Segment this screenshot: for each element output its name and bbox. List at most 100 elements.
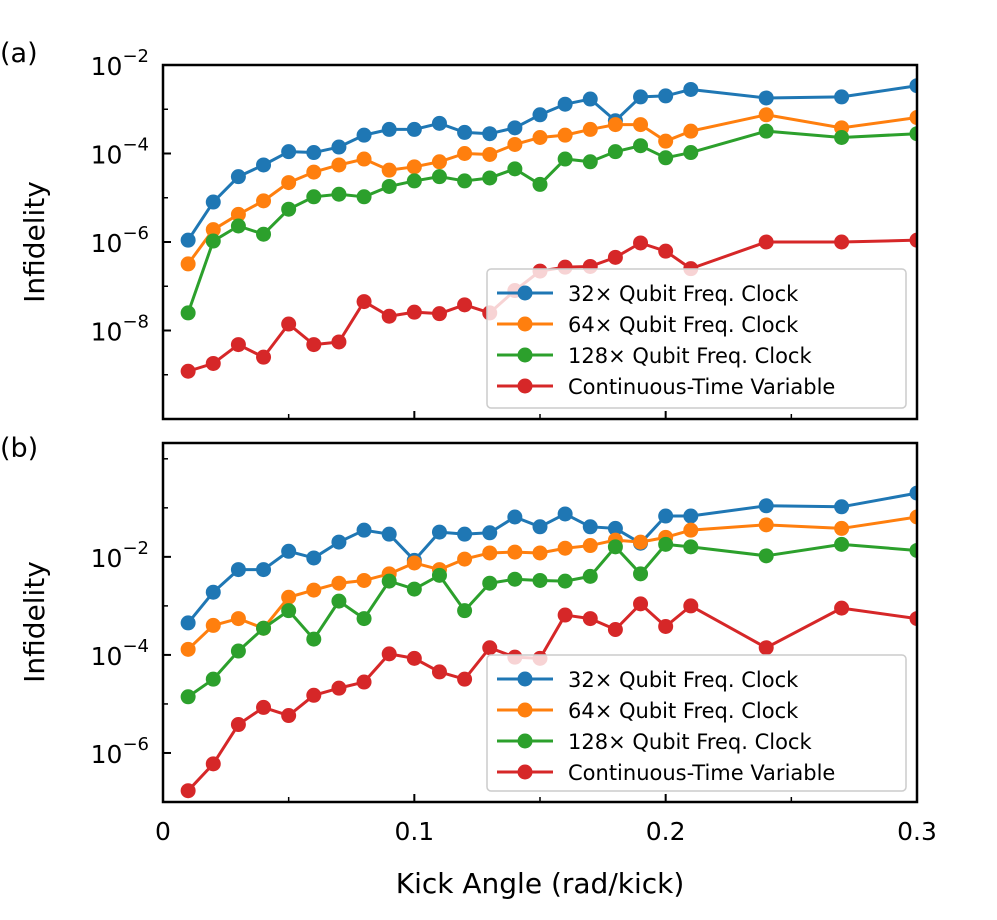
legend-item: 128× Qubit Freq. Clock [497,344,812,368]
plot-area [180,78,917,379]
data-point [582,154,598,170]
data-point [406,121,422,137]
data-point [381,646,397,662]
data-point [256,562,272,578]
data-point [306,687,322,703]
data-point [230,717,246,733]
data-point [834,499,850,515]
data-point [256,226,272,242]
data-point [834,89,850,105]
data-point [582,91,598,107]
y-axis-label: Infidelity [18,561,51,683]
y-tick-label: 10−2 [91,46,149,81]
data-point [758,548,774,564]
data-point [758,234,774,250]
data-point [180,256,196,272]
data-point [532,572,548,588]
y-axis-label: Infidelity [18,181,51,303]
data-point [205,233,221,249]
data-point [557,96,573,112]
data-point [356,674,372,690]
data-point [557,607,573,623]
data-point [457,297,473,313]
data-point [406,159,422,175]
data-point [205,671,221,687]
data-point [381,121,397,137]
data-point [507,161,523,177]
legend-label: 32× Qubit Freq. Clock [568,668,799,692]
data-point [658,88,674,104]
data-point [658,536,674,552]
data-point [607,249,623,265]
data-point [909,126,917,142]
data-point [758,107,774,123]
data-point [230,206,246,222]
data-point [306,189,322,205]
data-point [758,90,774,106]
data-point [909,611,917,627]
legend: 32× Qubit Freq. Clock 64× Qubit Freq. Clo… [486,268,907,409]
x-axis-label: Kick Angle (rad/kick) [396,867,685,900]
data-point [381,573,397,589]
legend-marker [517,347,533,363]
data-point [607,117,623,133]
data-point [381,308,397,324]
data-point [758,517,774,533]
data-point [507,571,523,587]
data-point [834,234,850,250]
x-tick-label: 0.1 [394,817,434,846]
series-line [187,515,917,651]
data-point [532,129,548,145]
legend-label: 64× Qubit Freq. Clock [568,313,799,337]
data-point [482,170,498,186]
data-point [557,151,573,167]
data-point [281,144,297,160]
legend-item: 64× Qubit Freq. Clock [497,313,799,337]
data-point [205,355,221,371]
data-point [281,316,297,332]
legend-item: 128× Qubit Freq. Clock [497,730,812,754]
data-point [306,550,322,566]
y-tick-label: 10−6 [91,734,149,769]
legend-item: 32× Qubit Freq. Clock [497,282,799,306]
data-point [406,555,422,571]
data-point [557,573,573,589]
data-point [683,508,699,524]
data-point [557,506,573,522]
data-point [507,120,523,136]
data-point [356,522,372,538]
y-axis-ticks: 10−2 10−4 10−6 [91,458,171,769]
data-point [582,568,598,584]
legend-marker [517,378,533,394]
data-point [532,545,548,561]
data-point [431,306,447,322]
legend-label: 32× Qubit Freq. Clock [568,282,799,306]
data-point [230,611,246,627]
data-point [683,598,699,614]
legend: 32× Qubit Freq. Clock 64× Qubit Freq. Clo… [486,654,907,792]
data-point [909,509,917,525]
data-point [834,129,850,145]
data-point [180,232,196,248]
data-point [306,631,322,647]
data-point [683,81,699,97]
x-tick-label: 0 [155,817,171,846]
data-point [457,603,473,619]
data-point [431,154,447,170]
data-point [457,124,473,140]
series-line [186,491,917,624]
data-point [909,485,917,501]
data-point [331,534,347,550]
data-point [431,567,447,583]
data-point [507,136,523,152]
data-point [607,621,623,637]
data-point [256,349,272,365]
data-point [582,121,598,137]
data-point [331,680,347,696]
data-point [256,193,272,209]
data-point [230,169,246,185]
data-point [482,640,498,656]
data-point [582,519,598,535]
data-point [281,708,297,724]
data-point [834,600,850,616]
